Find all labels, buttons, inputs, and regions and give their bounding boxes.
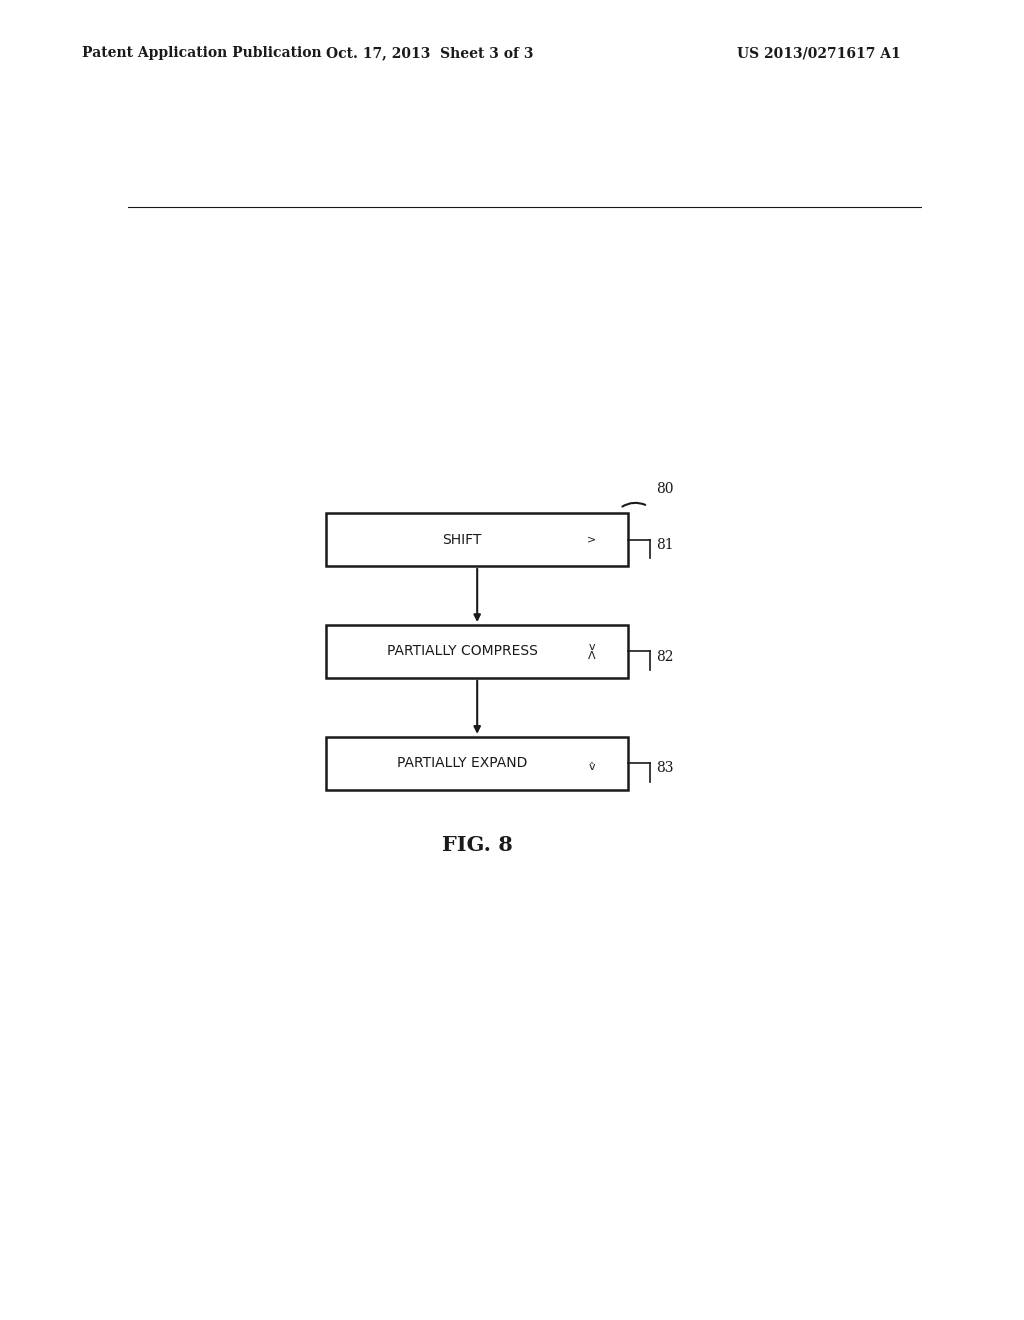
Text: FIG. 8: FIG. 8 [441, 836, 513, 855]
Bar [327, 624, 628, 677]
Text: ‸
v: ‸ v [589, 754, 595, 772]
Text: US 2013/0271617 A1: US 2013/0271617 A1 [737, 46, 901, 61]
Text: >: > [587, 535, 596, 545]
Text: 80: 80 [655, 482, 673, 496]
Text: PARTIALLY EXPAND: PARTIALLY EXPAND [397, 756, 527, 770]
Text: PARTIALLY COMPRESS: PARTIALLY COMPRESS [387, 644, 538, 659]
Text: SHIFT: SHIFT [442, 532, 482, 546]
Text: Oct. 17, 2013  Sheet 3 of 3: Oct. 17, 2013 Sheet 3 of 3 [327, 46, 534, 61]
Text: 81: 81 [656, 537, 674, 552]
Text: 82: 82 [656, 649, 674, 664]
Text: v
Λ: v Λ [588, 642, 596, 660]
Bar [327, 513, 628, 566]
Bar [327, 737, 628, 789]
Text: 83: 83 [656, 762, 674, 775]
Text: Patent Application Publication: Patent Application Publication [82, 46, 322, 61]
